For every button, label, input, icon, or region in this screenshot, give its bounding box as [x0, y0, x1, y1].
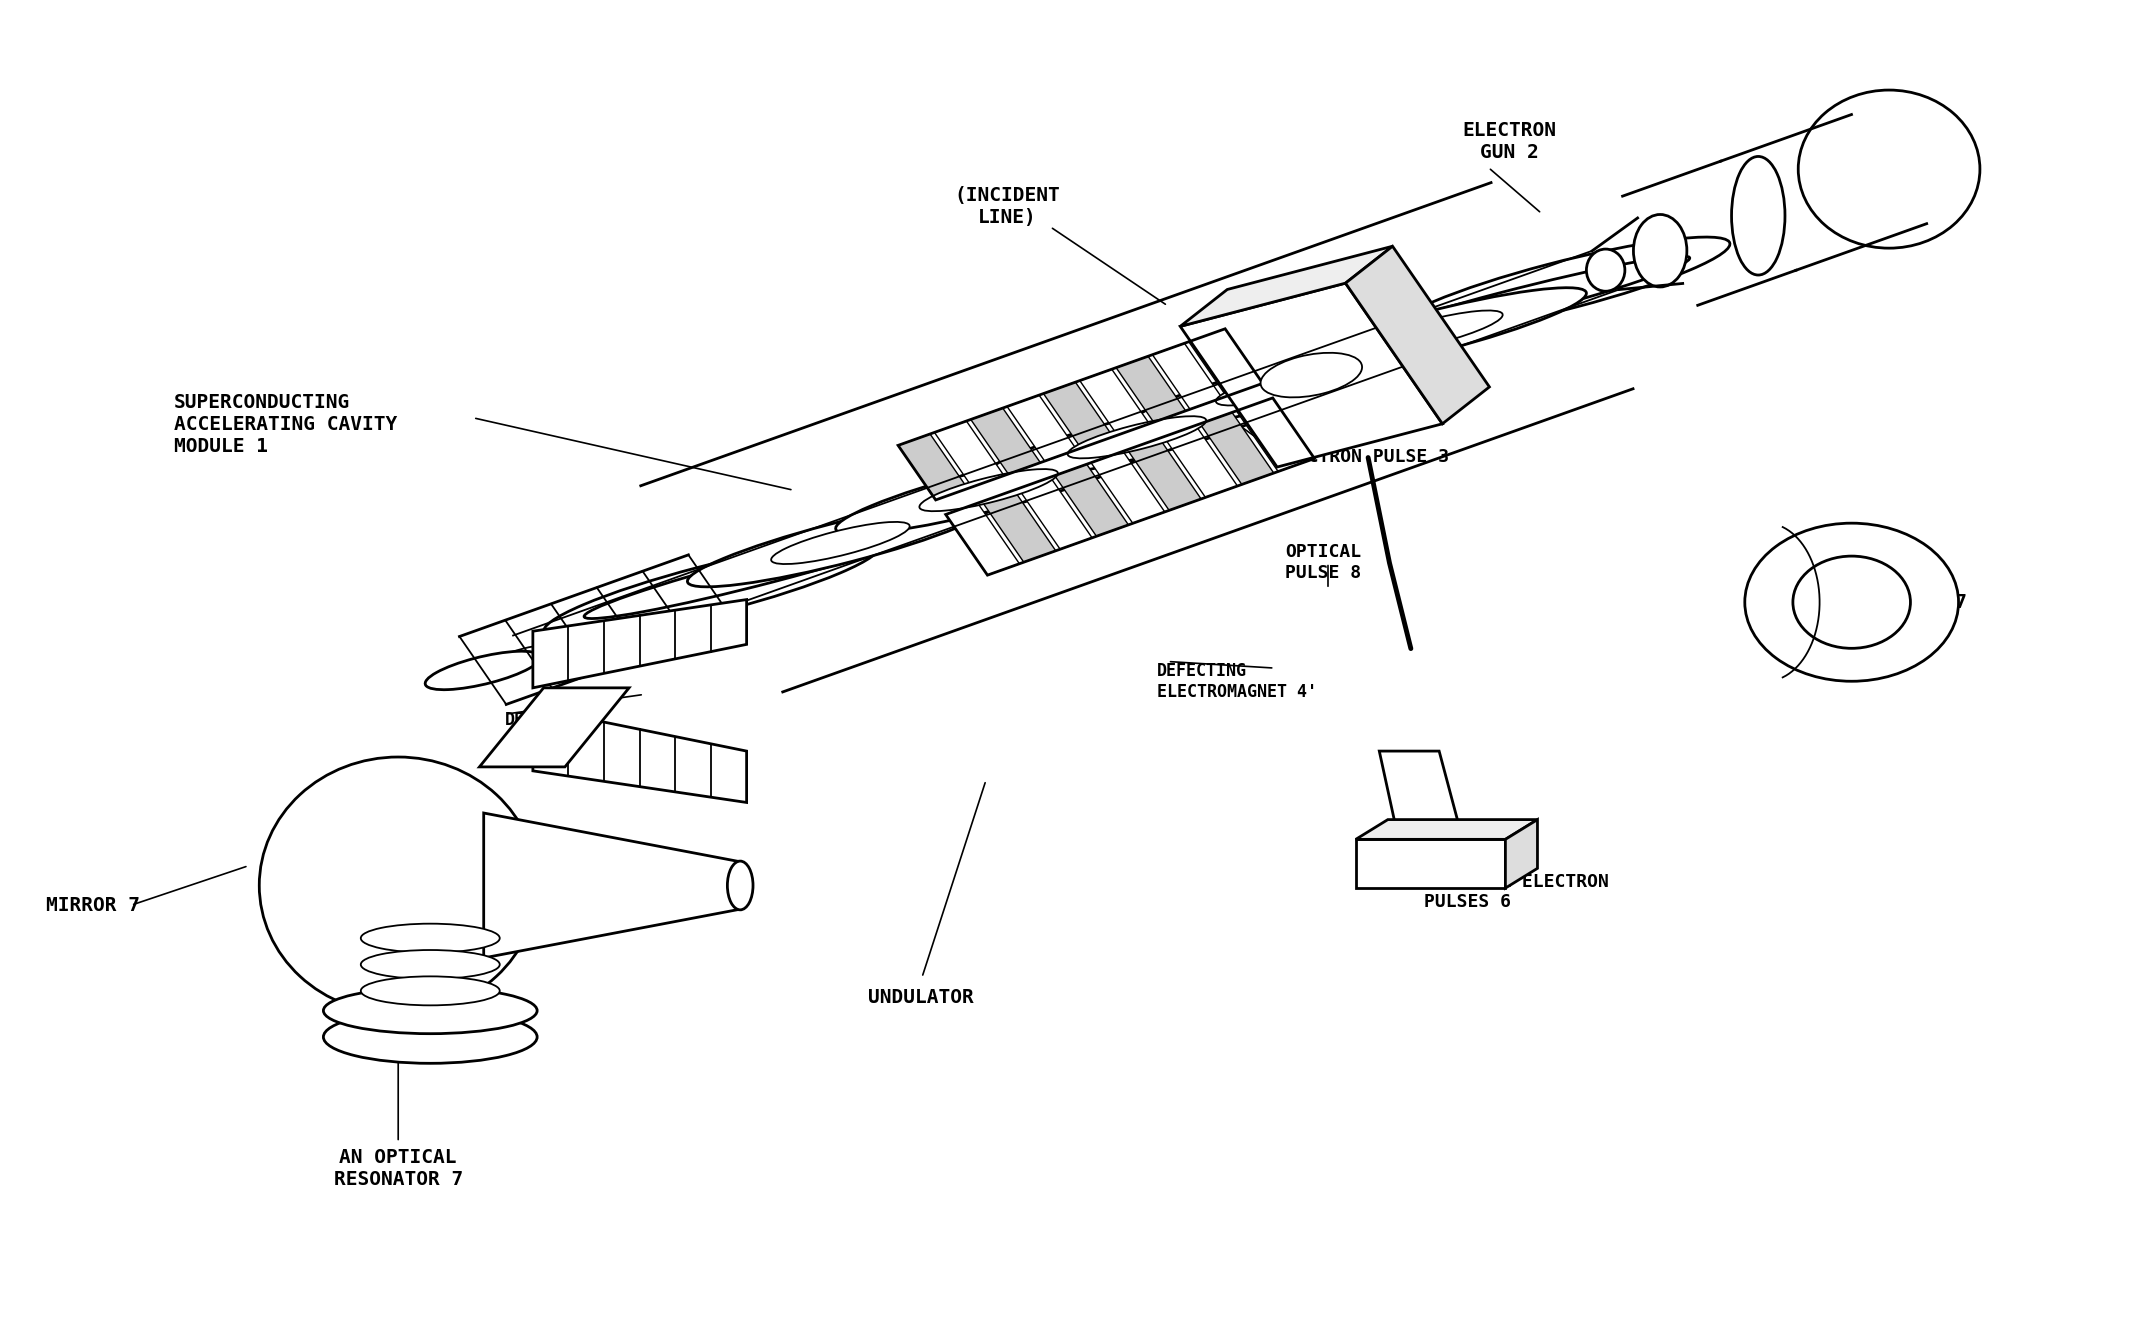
Text: DEFECTING
ELECTRO-
MAGNET 4: DEFECTING ELECTRO- MAGNET 4: [506, 710, 596, 770]
Ellipse shape: [1395, 237, 1729, 335]
Polygon shape: [1237, 400, 1309, 471]
Ellipse shape: [836, 446, 1142, 534]
Polygon shape: [1127, 438, 1200, 511]
Polygon shape: [1181, 246, 1393, 327]
Polygon shape: [1153, 343, 1222, 409]
Polygon shape: [1189, 331, 1258, 397]
Polygon shape: [1018, 478, 1093, 549]
Ellipse shape: [726, 861, 752, 910]
Ellipse shape: [424, 651, 540, 689]
Ellipse shape: [1132, 340, 1438, 429]
Ellipse shape: [1633, 214, 1687, 287]
Polygon shape: [484, 814, 739, 958]
Polygon shape: [1054, 464, 1129, 536]
Polygon shape: [1200, 413, 1273, 484]
Ellipse shape: [1215, 364, 1354, 405]
Ellipse shape: [1744, 523, 1959, 681]
Ellipse shape: [1279, 287, 1586, 376]
Polygon shape: [898, 434, 969, 500]
Ellipse shape: [544, 540, 879, 638]
Ellipse shape: [360, 950, 499, 979]
Ellipse shape: [1260, 353, 1363, 397]
Text: ELECTRON
GUN 2: ELECTRON GUN 2: [1464, 120, 1556, 161]
Polygon shape: [1181, 283, 1442, 467]
Ellipse shape: [495, 644, 557, 665]
Ellipse shape: [1365, 311, 1502, 353]
Ellipse shape: [1067, 417, 1207, 458]
Ellipse shape: [324, 1011, 538, 1064]
Polygon shape: [945, 503, 1020, 576]
Ellipse shape: [360, 976, 499, 1005]
Polygon shape: [971, 407, 1039, 474]
Text: UNDULATOR: UNDULATOR: [868, 988, 975, 1007]
Ellipse shape: [360, 923, 499, 953]
Polygon shape: [1091, 451, 1166, 524]
Ellipse shape: [259, 757, 538, 1013]
Text: AN OPTICAL
RESONATOR 7: AN OPTICAL RESONATOR 7: [334, 1148, 463, 1189]
Polygon shape: [1044, 382, 1112, 448]
Polygon shape: [534, 708, 746, 803]
Ellipse shape: [688, 499, 994, 587]
Polygon shape: [1380, 751, 1464, 839]
Text: (INCIDENT
LINE): (INCIDENT LINE): [954, 187, 1061, 228]
Ellipse shape: [771, 521, 909, 564]
Polygon shape: [480, 688, 630, 767]
Ellipse shape: [1586, 249, 1624, 291]
Ellipse shape: [1324, 255, 1689, 355]
Polygon shape: [1346, 246, 1489, 423]
Ellipse shape: [1794, 556, 1909, 648]
Polygon shape: [1164, 426, 1237, 497]
Polygon shape: [1357, 819, 1537, 839]
Polygon shape: [1357, 839, 1504, 888]
Polygon shape: [934, 421, 1003, 487]
Text: MIRROR 7: MIRROR 7: [1873, 593, 1967, 611]
Ellipse shape: [585, 520, 949, 619]
Text: DUMP FOR ELECTRON
PULSES 6: DUMP FOR ELECTRON PULSES 6: [1425, 873, 1609, 912]
Polygon shape: [981, 490, 1056, 562]
Text: MIRROR 7: MIRROR 7: [45, 896, 139, 914]
Text: DEFECTING
ELECTROMAGNET 4': DEFECTING ELECTROMAGNET 4': [1157, 662, 1318, 701]
Ellipse shape: [1798, 90, 1980, 249]
Polygon shape: [1080, 369, 1149, 435]
Text: SUPERCONDUCTING
ACCELERATING CAVITY
MODULE 1: SUPERCONDUCTING ACCELERATING CAVITY MODU…: [174, 393, 396, 456]
Ellipse shape: [984, 393, 1290, 482]
Text: ELECTRON PULSE 3: ELECTRON PULSE 3: [1275, 448, 1449, 466]
Ellipse shape: [1732, 156, 1785, 275]
Polygon shape: [534, 599, 746, 688]
Ellipse shape: [324, 987, 538, 1033]
Text: OPTICAL
PULSE 8: OPTICAL PULSE 8: [1286, 544, 1361, 582]
Polygon shape: [1007, 396, 1076, 462]
Polygon shape: [1504, 819, 1537, 888]
Ellipse shape: [919, 470, 1059, 511]
Polygon shape: [1117, 356, 1185, 422]
